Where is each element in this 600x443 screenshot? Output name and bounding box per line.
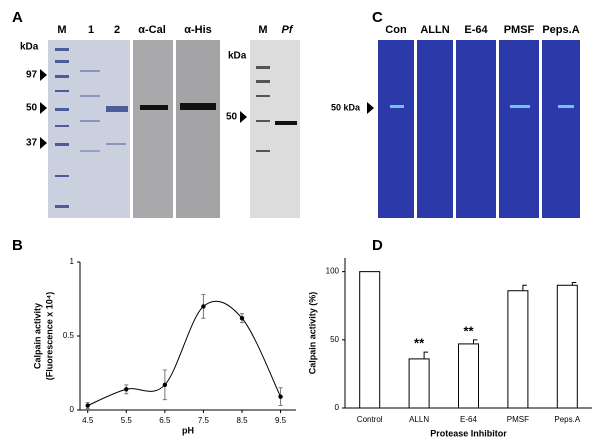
x-tick-label: E-64: [460, 415, 477, 424]
marker-label: 97: [26, 70, 38, 81]
point: [201, 304, 206, 309]
arrow: [240, 111, 247, 123]
x-tick-label: 5.5: [121, 416, 133, 425]
lane-label: M: [57, 24, 66, 36]
bar: [556, 284, 578, 409]
marker-label: 50: [26, 103, 38, 114]
y-axis-label: Calpain activity: [32, 303, 42, 369]
lane-label: ALLN: [420, 24, 449, 36]
lane-label: 2: [114, 24, 120, 36]
y-tick-label: 100: [326, 267, 340, 276]
point: [239, 316, 245, 321]
x-tick-label: 6.5: [159, 416, 171, 425]
error-bar: [423, 351, 429, 359]
x-tick-label: ALLN: [409, 415, 429, 424]
lane-label: E-64: [464, 24, 488, 36]
arrow: [40, 137, 47, 149]
x-axis-label: Protease Inhibitor: [430, 428, 507, 438]
blot-band: [140, 105, 168, 110]
lane-label: Con: [385, 24, 407, 36]
annotation: **: [414, 336, 425, 351]
point: [85, 403, 90, 408]
lane-label: Peps.A: [542, 24, 579, 36]
x-axis-label: pH: [182, 425, 194, 435]
lane-label: M: [258, 24, 267, 36]
arrow: [40, 69, 47, 81]
bar: [359, 271, 381, 409]
x-tick-label: 7.5: [198, 416, 210, 425]
bar: [458, 343, 479, 409]
unit-label: kDa: [20, 42, 39, 53]
y-tick-label: 0: [335, 403, 340, 412]
blot-bands: [256, 66, 297, 152]
x-tick-label: 9.5: [275, 416, 287, 425]
point: [162, 382, 168, 388]
panel-label: B: [12, 237, 23, 254]
blot-band: [180, 103, 216, 110]
lane-label: 1: [88, 24, 94, 36]
annotation: **: [463, 323, 474, 338]
gel-bands: [55, 48, 128, 208]
error-bar: [571, 282, 577, 286]
blot: [133, 40, 173, 218]
x-tick-label: PMSF: [507, 415, 529, 424]
panel-label: A: [12, 9, 23, 26]
blot: [250, 40, 300, 218]
error-bar: [522, 284, 527, 291]
x-tick-label: Peps.A: [554, 415, 580, 424]
panel-label: D: [372, 237, 383, 254]
point: [124, 387, 129, 392]
bar: [408, 358, 430, 409]
marker-label: 50: [226, 112, 238, 123]
y-axis-label: (Fluorescence x 10⁴): [44, 292, 54, 381]
x-tick-label: 4.5: [82, 416, 94, 425]
bar: [507, 290, 529, 409]
gel: [48, 40, 130, 218]
error-bar: [473, 339, 478, 344]
blot: [176, 40, 220, 218]
lane-label: PMSF: [504, 24, 535, 36]
arrow: [367, 102, 374, 114]
y-axis-label: Calpain activity (%): [307, 292, 317, 375]
y-tick-label: 50: [330, 335, 339, 344]
lane-label: α-Cal: [138, 24, 166, 36]
x-tick-label: 8.5: [236, 416, 248, 425]
zymogram-bands: [390, 105, 574, 108]
line: [87, 300, 282, 407]
zymogram: [378, 40, 580, 218]
panel-label: C: [372, 9, 383, 26]
x-tick-label: Control: [357, 415, 383, 424]
lane-label: α-His: [184, 24, 212, 36]
y-tick-label: 0.5: [63, 331, 75, 340]
lane-label: Pf: [282, 24, 294, 36]
marker-label: 50 kDa: [331, 102, 361, 112]
arrow: [40, 102, 47, 114]
marker-label: 37: [26, 138, 38, 149]
unit-label: kDa: [228, 51, 247, 62]
y-tick-label: 0: [70, 405, 75, 414]
point: [278, 394, 283, 399]
y-tick-label: 1: [70, 257, 75, 266]
